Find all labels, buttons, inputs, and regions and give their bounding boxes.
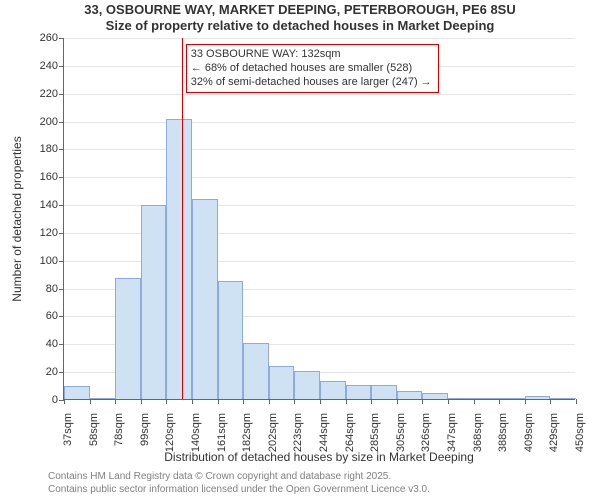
histogram-bar (371, 385, 397, 399)
xtick-mark (141, 399, 142, 404)
ytick-label: 260 (40, 32, 64, 44)
ytick-label: 140 (40, 199, 64, 211)
xtick-mark (422, 399, 423, 404)
footer: Contains HM Land Registry data © Crown c… (48, 471, 430, 496)
chart: 0 20 40 60 80 100 120 140 160 180 200 220 240 260 37sq… (0, 0, 600, 500)
histogram-bar (90, 398, 116, 399)
gridline (64, 122, 575, 123)
gridline (64, 94, 575, 95)
xtick-label: 450sqm (574, 413, 586, 452)
histogram-bar (218, 281, 244, 399)
ytick-label: 240 (40, 60, 64, 72)
xtick-label: 202sqm (267, 413, 279, 452)
histogram-bar (320, 381, 346, 399)
xtick-mark (550, 399, 551, 404)
xtick-mark (166, 399, 167, 404)
xtick-label: 285sqm (369, 413, 381, 452)
histogram-bar (550, 398, 576, 399)
xtick-mark (243, 399, 244, 404)
plot-area: 02040608010012014016018020022024026037sq… (63, 38, 575, 400)
histogram-bar (269, 366, 295, 399)
ytick-label: 180 (40, 143, 64, 155)
ytick-label: 100 (40, 255, 64, 267)
ytick-label: 220 (40, 88, 64, 100)
xtick-label: 388sqm (497, 413, 509, 452)
y-axis-title: Number of detached properties (10, 136, 24, 301)
histogram-bar (115, 278, 141, 399)
ytick-label: 80 (46, 283, 64, 295)
xtick-label: 120sqm (164, 413, 176, 452)
xtick-mark (192, 399, 193, 404)
histogram-bar (397, 391, 423, 399)
histogram-bar (448, 398, 474, 399)
histogram-bar (294, 371, 320, 399)
xtick-mark (294, 399, 295, 404)
histogram-bar (243, 343, 269, 399)
xtick-label: 58sqm (88, 413, 100, 446)
xtick-label: 140sqm (190, 413, 202, 452)
ytick-label: 60 (46, 310, 64, 322)
ytick-label: 120 (40, 227, 64, 239)
annotation-line: ← 68% of detached houses are smaller (52… (191, 62, 432, 76)
xtick-label: 326sqm (420, 413, 432, 452)
xtick-label: 182sqm (241, 413, 253, 452)
xtick-mark (218, 399, 219, 404)
xtick-label: 78sqm (113, 413, 125, 446)
histogram-bar (499, 398, 525, 399)
xtick-mark (448, 399, 449, 404)
histogram-bar (141, 205, 167, 399)
xtick-mark (346, 399, 347, 404)
footer-line1: Contains HM Land Registry data © Crown c… (48, 471, 430, 484)
xtick-mark (371, 399, 372, 404)
xtick-label: 264sqm (344, 413, 356, 452)
xtick-mark (525, 399, 526, 404)
gridline (64, 149, 575, 150)
annotation-line: 33 OSBOURNE WAY: 132sqm (191, 48, 432, 62)
xtick-label: 368sqm (472, 413, 484, 452)
histogram-bar (422, 393, 448, 399)
xtick-mark (474, 399, 475, 404)
x-axis-title: Distribution of detached houses by size … (63, 450, 575, 464)
xtick-mark (64, 399, 65, 404)
xtick-mark (90, 399, 91, 404)
gridline (64, 177, 575, 178)
histogram-bar (166, 119, 192, 399)
annotation-line: 32% of semi-detached houses are larger (… (191, 76, 432, 90)
annotation-box: 33 OSBOURNE WAY: 132sqm← 68% of detached… (186, 44, 439, 93)
xtick-mark (576, 399, 577, 404)
ytick-label: 0 (52, 394, 64, 406)
xtick-mark (397, 399, 398, 404)
histogram-bar (64, 386, 90, 399)
xtick-mark (269, 399, 270, 404)
xtick-label: 99sqm (139, 413, 151, 446)
histogram-bar (474, 398, 500, 399)
xtick-label: 223sqm (292, 413, 304, 452)
xtick-label: 37sqm (62, 413, 74, 446)
histogram-bar (525, 396, 551, 399)
ytick-label: 200 (40, 116, 64, 128)
footer-line2: Contains public sector information licen… (48, 484, 430, 497)
histogram-bar (192, 199, 218, 399)
xtick-label: 305sqm (395, 413, 407, 452)
xtick-label: 244sqm (318, 413, 330, 452)
xtick-label: 347sqm (446, 413, 458, 452)
ytick-label: 160 (40, 171, 64, 183)
chart-root: 33, OSBOURNE WAY, MARKET DEEPING, PETERB… (0, 0, 600, 500)
xtick-mark (499, 399, 500, 404)
reference-line (182, 38, 183, 399)
xtick-label: 429sqm (548, 413, 560, 452)
xtick-label: 161sqm (216, 413, 228, 452)
histogram-bar (346, 385, 372, 399)
xtick-mark (115, 399, 116, 404)
ytick-label: 20 (46, 366, 64, 378)
gridline (64, 38, 575, 39)
xtick-label: 409sqm (523, 413, 535, 452)
xtick-mark (320, 399, 321, 404)
ytick-label: 40 (46, 338, 64, 350)
